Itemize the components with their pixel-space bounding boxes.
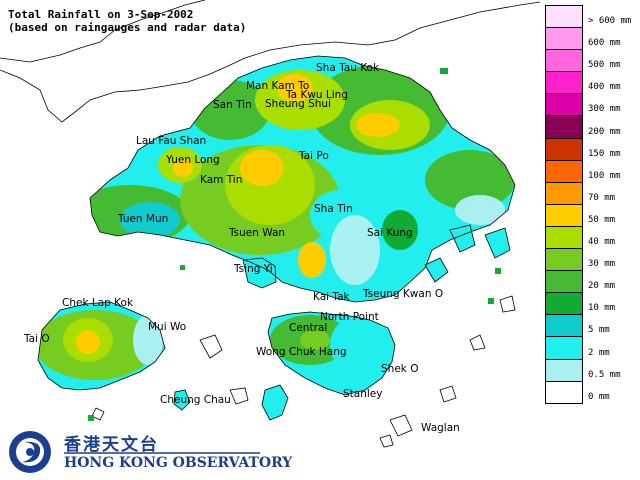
- observatory-logo: [9, 431, 260, 473]
- legend-swatch: [545, 93, 583, 117]
- place-label: Tsuen Wan: [228, 227, 285, 239]
- place-label: Kai Tak: [313, 291, 351, 303]
- legend-swatch: [545, 248, 583, 272]
- legend-label: 50 mm: [588, 214, 616, 225]
- rainfall-legend: [545, 5, 583, 404]
- place-label: Tai Po: [298, 150, 329, 162]
- place-label: Tuen Mun: [117, 213, 168, 225]
- place-label: Shek O: [381, 363, 418, 375]
- place-label: Sha Tau Kok: [316, 62, 380, 74]
- legend-swatch: [545, 49, 583, 73]
- legend-label: 2 mm: [588, 347, 610, 358]
- legend-swatch: [545, 203, 583, 227]
- place-label: Lau Fau Shan: [136, 135, 206, 147]
- legend-swatch: [545, 225, 583, 250]
- place-label: North Point: [320, 311, 379, 323]
- legend-swatch: [545, 137, 583, 161]
- place-label: Sha Tin: [314, 203, 353, 215]
- legend-label: 10 mm: [588, 303, 616, 314]
- legend-swatch: [545, 270, 583, 294]
- legend-label: 200 mm: [588, 126, 621, 137]
- legend-swatch: [545, 181, 583, 205]
- legend-swatch: [545, 314, 583, 338]
- place-label: Tai O: [23, 333, 50, 345]
- legend-swatch: [545, 27, 583, 51]
- place-label: Tsing Yi: [233, 263, 273, 275]
- legend-label: 0.5 mm: [588, 369, 621, 380]
- legend-label: 20 mm: [588, 281, 616, 292]
- legend-label: 40 mm: [588, 237, 616, 247]
- place-label: Ta Kwu Ling: [285, 89, 348, 101]
- legend-label: 500 mm: [588, 60, 621, 71]
- logo-chinese-text: 香港天文台: [64, 435, 159, 455]
- legend-swatch: [545, 380, 583, 404]
- place-label: Yuen Long: [165, 154, 220, 166]
- map-subtitle: (based on raingauges and radar data): [8, 21, 247, 34]
- legend-swatch: [545, 5, 583, 29]
- legend-swatch: [545, 358, 583, 382]
- map-title: Total Rainfall on 3-Sep-2002: [8, 8, 194, 21]
- legend-label: 30 mm: [588, 259, 616, 270]
- legend-swatch: [545, 71, 583, 95]
- place-label: Chek Lap Kok: [62, 297, 134, 309]
- place-label: Cheung Chau: [160, 394, 231, 406]
- place-label: Man Kam To: [246, 80, 309, 92]
- place-label: Sai Kung: [367, 227, 413, 239]
- legend-label: 600 mm: [588, 38, 621, 49]
- place-label: Waglan: [421, 422, 460, 434]
- place-label: Mui Wo: [148, 321, 186, 333]
- legend-label: > 600 mm: [588, 16, 632, 26]
- legend-label: 70 mm: [588, 192, 616, 203]
- place-label: Sheung Shui: [265, 98, 331, 110]
- logo-english-text: HONG KONG OBSERVATORY: [64, 455, 293, 471]
- place-label: Wong Chuk Hang: [256, 346, 347, 358]
- legend-label: 100 mm: [588, 170, 621, 181]
- legend-label: 0 mm: [588, 391, 610, 402]
- legend-swatch: [545, 115, 583, 139]
- legend-label: 5 mm: [588, 325, 610, 336]
- place-label: Kam Tin: [200, 174, 242, 186]
- legend-swatch: [545, 159, 583, 183]
- place-label: Central: [289, 322, 327, 334]
- place-label: Stanley: [343, 388, 382, 400]
- legend-swatch: [545, 292, 583, 316]
- place-label: San Tin: [213, 99, 252, 111]
- place-label: Tseung Kwan O: [362, 288, 443, 300]
- legend-swatch: [545, 336, 583, 360]
- legend-label: 300 mm: [588, 104, 621, 115]
- legend-label: 400 mm: [588, 82, 621, 93]
- legend-label: 150 mm: [588, 148, 621, 159]
